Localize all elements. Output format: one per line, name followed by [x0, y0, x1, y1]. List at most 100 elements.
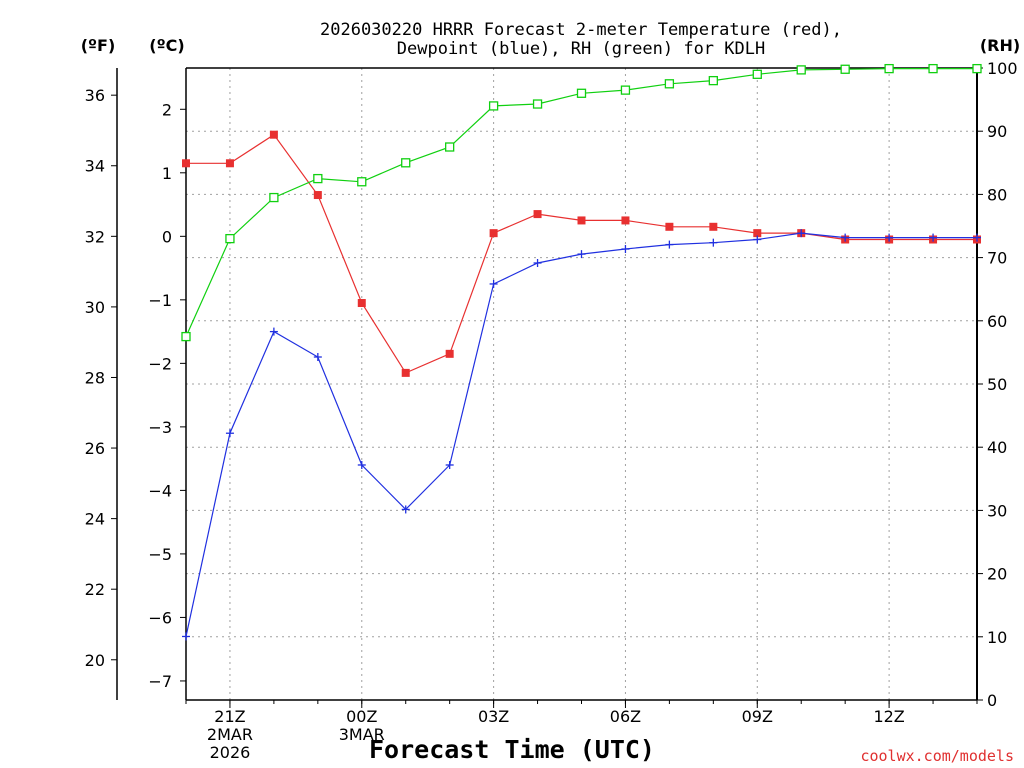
celsius-unit-label: (ºC): [149, 36, 184, 55]
temperature-point: [709, 222, 718, 231]
rh-point: [225, 233, 235, 244]
fahrenheit-tick-label: 36: [85, 86, 105, 105]
rh-point: [708, 75, 718, 86]
rh-point: [796, 65, 806, 75]
fahrenheit-unit-label: (ºF): [81, 36, 116, 55]
celsius-tick-label: −7: [148, 672, 172, 691]
rh-point: [752, 69, 762, 79]
dewpoint-point: [401, 505, 410, 514]
dewpoint-point: [313, 353, 322, 362]
dewpoint-point: [797, 229, 806, 238]
temperature-point: [182, 159, 190, 168]
temperature-point: [357, 299, 366, 308]
fahrenheit-tick-label: 22: [85, 580, 105, 599]
dewpoint-point: [577, 250, 586, 259]
chart-title-line1: 2026030220 HRRR Forecast 2-meter Tempera…: [320, 20, 842, 40]
rh-point: [840, 64, 850, 74]
x-tick-label: 06Z: [610, 707, 641, 726]
celsius-tick-label: −2: [148, 354, 172, 373]
temperature-point: [225, 159, 234, 168]
dewpoint-point: [225, 429, 234, 438]
chart-title-line2: Dewpoint (blue), RH (green) for KDLH: [397, 39, 765, 59]
rh-tick-label: 100: [987, 59, 1018, 78]
rh-tick-label: 80: [987, 185, 1007, 204]
axes: −7 −6 −5 −4 −3 −2 −1 0 1 2 20 22 24 26 28 30 32 34 36 0 10 20…: [85, 59, 1018, 762]
rh-point: [401, 158, 411, 168]
celsius-tick-label: 2: [162, 100, 172, 119]
temperature-point: [665, 222, 674, 231]
dewpoint-point: [709, 238, 718, 247]
dewpoint-point: [841, 233, 850, 242]
fahrenheit-tick-label: 32: [85, 227, 105, 246]
x-axis-label: Forecast Time (UTC): [369, 735, 655, 764]
temperature-point: [313, 191, 322, 200]
temperature-point: [533, 210, 542, 219]
celsius-tick-label: −5: [148, 545, 172, 564]
rh-point: [269, 192, 279, 203]
rh-point: [884, 63, 894, 74]
dewpoint-point: [973, 233, 981, 242]
dewpoint-point: [621, 245, 630, 254]
x-tick-label: 03Z: [478, 707, 509, 726]
temperature-point: [269, 130, 278, 139]
x-tick-label: 2MAR: [207, 725, 253, 744]
rh-point: [928, 63, 938, 74]
celsius-tick-label: −6: [148, 608, 172, 627]
x-tick-label: 09Z: [742, 707, 773, 726]
rh-tick-label: 50: [987, 375, 1007, 394]
x-tick-label: 2026: [210, 743, 251, 762]
dewpoint-point: [269, 327, 278, 336]
dewpoint-point: [182, 632, 190, 641]
rh-point: [664, 79, 675, 89]
fahrenheit-tick-label: 30: [85, 298, 105, 317]
x-tick-label: 00Z: [346, 707, 377, 726]
rh-tick-label: 0: [987, 691, 997, 710]
dewpoint-point: [357, 460, 366, 469]
celsius-tick-label: −1: [148, 291, 172, 310]
grid-lines: [186, 68, 977, 700]
rh-point: [488, 101, 499, 111]
dewpoint-point: [445, 460, 454, 469]
series-lines: [181, 63, 982, 641]
rh-tick-label: 10: [987, 628, 1007, 647]
dewpoint-line: [185, 232, 977, 637]
celsius-tick-label: 0: [162, 227, 172, 246]
rh-point: [620, 85, 631, 95]
fahrenheit-tick-label: 24: [85, 510, 105, 529]
credit-text: coolwx.com/models: [860, 747, 1014, 765]
rh-point: [532, 99, 543, 109]
x-tick-label: 12Z: [873, 707, 904, 726]
rh-tick-label: 20: [987, 565, 1007, 584]
dewpoint-point: [665, 240, 674, 249]
fahrenheit-tick-label: 28: [85, 368, 105, 387]
dewpoint-point: [533, 258, 542, 267]
temperature-point: [489, 229, 498, 238]
dewpoint-point: [489, 279, 498, 288]
rh-point: [181, 331, 191, 342]
rh-point: [357, 177, 367, 187]
rh-point: [972, 63, 982, 74]
dewpoint-point: [929, 233, 938, 242]
celsius-tick-label: −3: [148, 418, 172, 437]
rh-tick-label: 70: [987, 249, 1007, 268]
fahrenheit-tick-label: 20: [85, 651, 105, 670]
rh-line: [185, 67, 977, 337]
rh-tick-label: 90: [987, 122, 1007, 141]
rh-point: [313, 173, 323, 184]
rh-tick-label: 40: [987, 438, 1007, 457]
x-tick-label: 3MAR: [339, 725, 385, 744]
rh-point: [445, 142, 455, 152]
temperature-point: [401, 368, 410, 377]
fahrenheit-tick-label: 34: [85, 157, 105, 176]
x-tick-label: 21Z: [214, 707, 245, 726]
fahrenheit-tick-label: 26: [85, 439, 105, 458]
rh-unit-label: (RH): [980, 36, 1020, 55]
temperature-point: [445, 349, 454, 358]
celsius-tick-label: 1: [162, 164, 172, 183]
rh-point: [576, 88, 587, 98]
rh-tick-label: 60: [987, 312, 1007, 331]
celsius-tick-label: −4: [148, 481, 172, 500]
temperature-point: [753, 229, 762, 238]
